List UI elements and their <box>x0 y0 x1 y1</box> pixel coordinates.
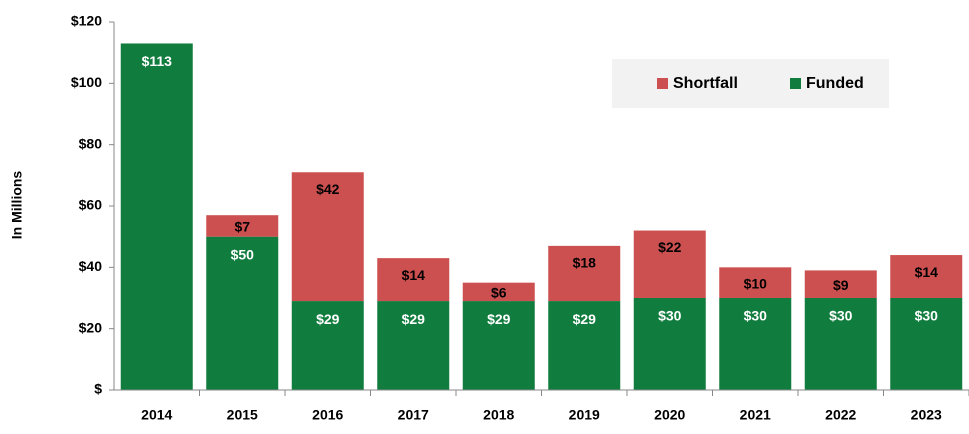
bar-segment <box>719 267 792 298</box>
legend-label: Funded <box>806 75 864 92</box>
data-label: $30 <box>829 308 853 324</box>
y-tick-label: $60 <box>79 197 103 213</box>
bar-segment <box>719 298 792 390</box>
data-label: $29 <box>402 311 426 327</box>
data-label: $6 <box>491 285 507 301</box>
x-tick-label: 2018 <box>483 407 514 423</box>
data-label: $10 <box>744 275 768 291</box>
y-tick-label: $80 <box>79 135 103 151</box>
data-label: $18 <box>573 255 597 271</box>
bar-segment <box>120 43 193 390</box>
data-label: $7 <box>234 219 250 235</box>
data-label: $42 <box>316 181 340 197</box>
data-label: $14 <box>915 264 939 280</box>
data-label: $30 <box>915 308 939 324</box>
x-tick-label: 2023 <box>911 407 942 423</box>
data-label: $30 <box>744 308 768 324</box>
legend-swatch <box>657 78 668 89</box>
x-tick-label: 2015 <box>227 407 258 423</box>
data-label: $113 <box>142 53 173 69</box>
y-tick-label: $ <box>94 381 102 397</box>
bar-segment <box>633 230 706 298</box>
data-label: $9 <box>833 277 849 293</box>
y-tick-label: $20 <box>79 319 103 335</box>
bar-segment <box>890 298 963 390</box>
y-tick-label: $120 <box>71 13 102 29</box>
x-tick-label: 2022 <box>825 407 856 423</box>
legend-label: Shortfall <box>673 75 738 92</box>
data-label: $29 <box>316 311 340 327</box>
bar-segment <box>377 301 450 390</box>
bar-segment <box>377 258 450 302</box>
x-tick-label: 2019 <box>569 407 600 423</box>
data-label: $29 <box>487 311 511 327</box>
y-tick-label: $100 <box>71 74 102 90</box>
bar-segment <box>548 245 621 302</box>
data-label: $50 <box>231 246 255 262</box>
y-tick-label: $40 <box>79 258 103 274</box>
bar-segment <box>291 301 364 390</box>
legend-swatch <box>790 78 801 89</box>
bar-segment <box>633 298 706 390</box>
bar-segment <box>462 301 535 390</box>
x-tick-label: 2017 <box>398 407 429 423</box>
data-label: $22 <box>658 239 682 255</box>
bar-segment <box>804 270 877 298</box>
bar-segment <box>548 301 621 390</box>
bar-segment <box>206 215 279 237</box>
bar-segment <box>291 172 364 302</box>
bar-segment <box>890 255 963 298</box>
bar-segment <box>804 298 877 390</box>
x-tick-label: 2021 <box>740 407 771 423</box>
x-tick-label: 2016 <box>312 407 343 423</box>
x-tick-label: 2020 <box>654 407 685 423</box>
bar-segment <box>462 282 535 302</box>
data-label: $30 <box>658 308 682 324</box>
data-label: $14 <box>402 267 426 283</box>
bar-segment <box>206 236 279 390</box>
y-axis-label: In Millions <box>9 171 25 240</box>
data-label: $29 <box>573 311 597 327</box>
x-tick-label: 2014 <box>141 407 172 423</box>
